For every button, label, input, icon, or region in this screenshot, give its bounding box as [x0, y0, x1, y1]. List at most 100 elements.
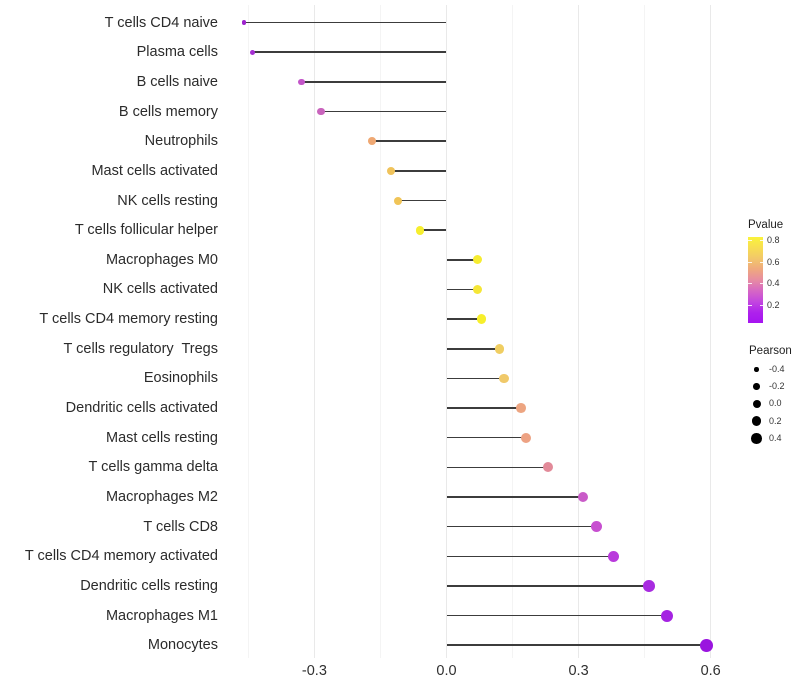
lollipop-dot: [643, 580, 655, 592]
colorbar-tick: [748, 283, 752, 285]
gridline-minor: [512, 5, 514, 658]
lollipop-stem: [446, 644, 707, 647]
lollipop-dot: [516, 403, 527, 413]
y-axis-label: T cells CD8: [143, 518, 218, 535]
lollipop-dot: [394, 196, 403, 205]
pearson-legend-title: Pearson: [749, 345, 792, 357]
lollipop-stem: [446, 585, 650, 587]
pearson-legend-label: -0.4: [769, 363, 785, 374]
lollipop-dot: [317, 107, 325, 116]
pearson-legend-label: 0.2: [769, 415, 782, 426]
colorbar-tick: [748, 240, 752, 242]
y-axis-label: T cells CD4 naive: [104, 14, 218, 31]
lollipop-dot: [590, 521, 602, 533]
colorbar-tick-label: 0.2: [767, 299, 780, 310]
pvalue-colorbar: [748, 237, 763, 323]
lollipop-stem: [446, 496, 583, 498]
y-axis-label: T cells CD4 memory activated: [24, 548, 218, 565]
lollipop-dot: [297, 78, 305, 86]
lollipop-dot: [699, 638, 713, 652]
lollipop-stem: [446, 377, 504, 380]
y-axis-label: T cells follicular helper: [74, 222, 218, 239]
lollipop-stem: [446, 614, 667, 617]
x-tick-label: 0.6: [700, 663, 721, 679]
pearson-legend-label: -0.2: [769, 381, 785, 392]
gridline-major: [446, 5, 447, 658]
colorbar-tick: [759, 240, 763, 242]
pearson-legend-dot: [752, 399, 761, 408]
y-axis-label: Dendritic cells activated: [65, 400, 218, 417]
y-axis-label: Monocytes: [147, 637, 218, 654]
lollipop-dot: [415, 225, 425, 235]
y-axis-label: Mast cells activated: [91, 162, 218, 179]
x-tick-label: 0.3: [568, 663, 589, 679]
colorbar-tick: [748, 304, 752, 306]
gridline-minor: [247, 5, 249, 658]
lollipop-stem: [398, 199, 447, 202]
lollipop-dot: [577, 491, 589, 503]
lollipop-stem: [301, 81, 447, 83]
lollipop-stem: [252, 51, 447, 54]
lollipop-dot: [367, 137, 376, 146]
lollipop-dot: [494, 344, 505, 354]
pearson-legend-dot: [753, 383, 760, 390]
lollipop-dot: [241, 20, 247, 25]
y-axis-label: NK cells activated: [102, 281, 218, 298]
y-axis-label: Macrophages M0: [105, 251, 218, 268]
lollipop-dot: [250, 49, 256, 55]
lollipop-stem: [446, 466, 548, 469]
gridline-major: [578, 5, 580, 658]
colorbar-tick: [759, 304, 763, 306]
lollipop-dot: [498, 373, 509, 384]
colorbar-tick: [748, 261, 752, 263]
lollipop-dot: [472, 255, 482, 265]
pearson-legend-dot: [751, 416, 762, 426]
y-axis-label: Mast cells resting: [105, 429, 218, 446]
lollipop-stem: [321, 110, 447, 113]
lollipop-dot: [387, 166, 396, 175]
lollipop-stem: [446, 318, 482, 320]
y-axis-label: B cells memory: [118, 103, 218, 120]
y-axis-label: Dendritic cells resting: [80, 577, 218, 594]
lollipop-dot: [477, 314, 487, 324]
pearson-legend-label: 0.4: [769, 433, 782, 443]
y-axis-label: B cells naive: [136, 73, 218, 90]
lollipop-stem: [243, 21, 447, 24]
lollipop-stem: [446, 407, 522, 409]
lollipop-dot: [660, 609, 673, 622]
lollipop-stem: [446, 288, 478, 291]
lollipop-stem: [420, 229, 447, 231]
colorbar-tick-label: 0.8: [767, 235, 780, 246]
lollipop-stem: [371, 140, 447, 142]
lollipop-dot: [542, 462, 553, 473]
lollipop-dot: [520, 432, 531, 443]
y-axis-label: Neutrophils: [144, 133, 218, 150]
gridline-major: [313, 5, 315, 658]
lollipop-stem: [446, 525, 597, 528]
colorbar-tick-label: 0.6: [767, 256, 780, 267]
gridline-major: [710, 5, 712, 658]
lollipop-stem: [446, 347, 500, 350]
pvalue-legend-title: Pvalue: [748, 219, 784, 231]
y-axis-label: Eosinophils: [143, 370, 218, 387]
lollipop-stem: [446, 436, 526, 439]
y-axis-label: Plasma cells: [136, 44, 218, 61]
y-axis-label: T cells regulatory Tregs: [63, 340, 218, 357]
lollipop-stem: [391, 170, 447, 172]
colorbar-tick: [759, 261, 763, 263]
pearson-legend-dot: [751, 433, 762, 444]
colorbar-tick: [759, 283, 763, 285]
gridline-minor: [379, 5, 381, 658]
pearson-legend-dot: [754, 367, 759, 372]
y-axis-label: T cells gamma delta: [88, 459, 218, 476]
colorbar-tick-label: 0.4: [767, 278, 780, 289]
y-axis-label: T cells CD4 memory resting: [39, 311, 218, 328]
pearson-legend-label: 0.0: [769, 398, 782, 409]
x-tick-label: -0.3: [301, 663, 327, 679]
lollipop-dot: [608, 550, 620, 562]
y-axis-label: NK cells resting: [117, 192, 218, 209]
lollipop-stem: [446, 555, 614, 558]
y-axis-label: Macrophages M1: [105, 607, 218, 624]
lollipop-dot: [472, 284, 482, 295]
